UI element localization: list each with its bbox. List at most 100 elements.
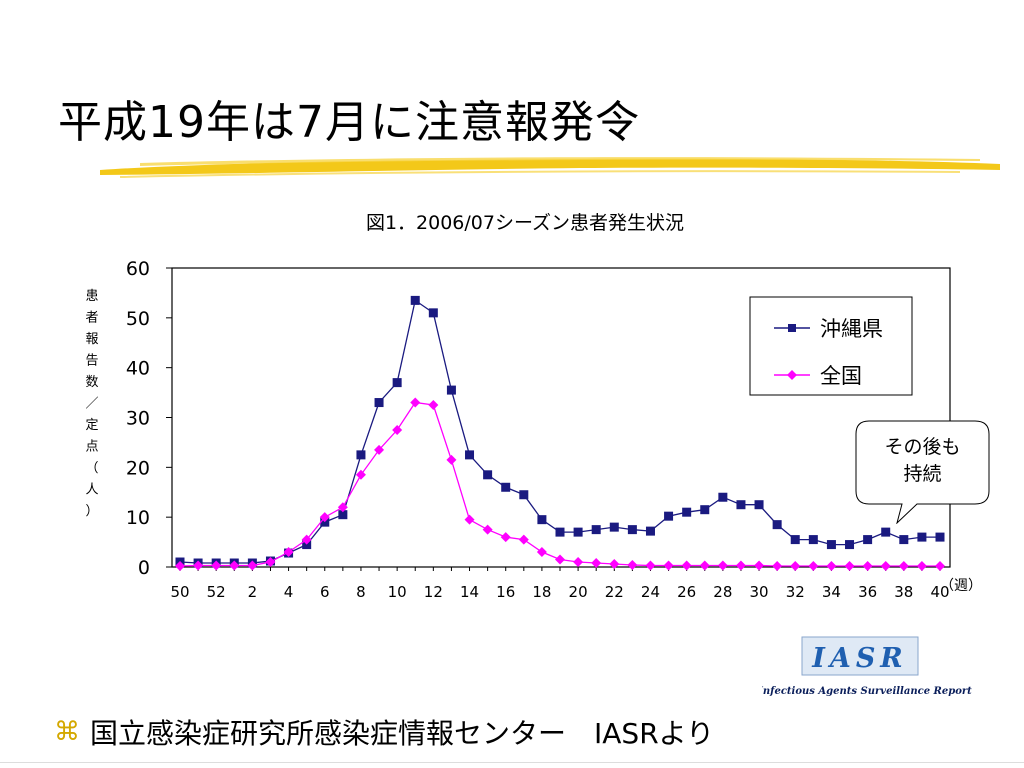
data-point-okinawa xyxy=(537,515,547,525)
data-point-okinawa xyxy=(465,450,475,460)
data-point-okinawa xyxy=(338,510,348,520)
data-point-national xyxy=(247,560,258,571)
x-tick-label: 2 xyxy=(248,583,258,601)
data-point-okinawa xyxy=(863,535,873,545)
series-layer xyxy=(175,295,945,572)
data-point-national xyxy=(301,534,312,545)
data-point-national xyxy=(609,559,620,570)
data-point-okinawa xyxy=(374,398,384,408)
legend-marker-national xyxy=(787,370,797,380)
legend-box xyxy=(749,296,913,396)
x-tick-label: 16 xyxy=(496,583,515,601)
data-point-national xyxy=(536,547,547,558)
data-point-national xyxy=(283,547,294,558)
x-tick-label: 22 xyxy=(605,583,624,601)
legend-label-okinawa: 沖縄県 xyxy=(820,317,883,341)
y-label-glyph: 者 xyxy=(85,311,98,326)
data-point-national xyxy=(518,534,529,545)
legend: 沖縄県 全国 xyxy=(749,296,913,396)
x-tick-label: 26 xyxy=(677,583,696,601)
y-tick-label: 60 xyxy=(126,258,150,280)
x-tick-label: 4 xyxy=(284,583,294,601)
x-tick-label: 38 xyxy=(894,583,913,601)
legend-label-national: 全国 xyxy=(820,364,862,388)
callout-shape xyxy=(855,420,990,524)
data-point-okinawa xyxy=(845,540,855,550)
x-tick-label: 52 xyxy=(207,583,226,601)
x-axis-label: （週） xyxy=(940,578,982,594)
data-point-okinawa xyxy=(627,525,637,535)
x-tick-label: 50 xyxy=(170,583,189,601)
y-label-glyph: 患 xyxy=(85,289,98,304)
data-point-national xyxy=(826,561,837,572)
data-point-okinawa xyxy=(754,500,764,510)
data-point-okinawa xyxy=(700,505,710,515)
data-point-national xyxy=(464,514,475,525)
underline-stroke xyxy=(100,158,1000,175)
data-point-okinawa xyxy=(790,535,800,545)
data-point-national xyxy=(555,554,565,565)
data-point-national xyxy=(645,560,656,571)
legend-marker-okinawa xyxy=(788,324,796,332)
data-point-okinawa xyxy=(573,527,583,537)
x-tick-label: 10 xyxy=(388,583,407,601)
footer-text: 国立感染症研究所感染症情報センター IASRより xyxy=(90,717,715,750)
x-tick-label: 18 xyxy=(532,583,551,601)
x-tick-label: 40 xyxy=(930,583,949,601)
data-point-national xyxy=(862,561,873,572)
data-point-national xyxy=(319,512,330,523)
data-point-national xyxy=(265,557,276,568)
y-tick-label: 20 xyxy=(126,457,150,479)
y-axis-ticks: 0 10 20 30 40 50 60 xyxy=(126,258,172,579)
data-point-national xyxy=(500,532,511,543)
data-point-okinawa xyxy=(664,511,674,521)
data-point-okinawa xyxy=(555,527,565,537)
data-point-okinawa xyxy=(428,308,438,318)
data-point-national xyxy=(754,560,765,571)
data-point-okinawa xyxy=(446,385,456,395)
data-point-national xyxy=(717,560,728,571)
data-point-okinawa xyxy=(682,507,692,517)
data-point-national xyxy=(410,397,421,408)
x-tick-label: 34 xyxy=(822,583,841,601)
data-point-national xyxy=(681,560,692,571)
callout-line-2: 持続 xyxy=(903,463,941,485)
y-tick-label: 10 xyxy=(126,507,150,529)
data-point-national xyxy=(935,561,945,572)
y-label-glyph: 告 xyxy=(85,354,98,369)
data-point-okinawa xyxy=(392,378,402,388)
y-label-glyph: 報 xyxy=(85,332,98,347)
x-tick-label: 8 xyxy=(356,583,366,601)
callout-bubble: その後も 持続 xyxy=(855,420,990,524)
iasr-logo: IASR Infectious Agents Surveillance Repo… xyxy=(762,636,972,697)
x-tick-label: 30 xyxy=(750,583,769,601)
y-label-glyph: （ xyxy=(85,461,98,476)
data-point-okinawa xyxy=(826,540,836,550)
underline-streak xyxy=(119,170,961,178)
data-point-okinawa xyxy=(591,525,601,535)
data-point-okinawa xyxy=(483,470,493,480)
data-point-national xyxy=(808,561,819,572)
data-point-national xyxy=(374,444,385,455)
title-underline-brush xyxy=(100,157,1000,178)
data-point-national xyxy=(627,560,638,571)
data-point-national xyxy=(175,561,185,572)
y-tick-label: 40 xyxy=(126,358,150,380)
data-point-national xyxy=(355,469,366,480)
callout-line-1: その後も xyxy=(884,436,960,458)
data-point-okinawa xyxy=(899,535,909,545)
data-point-national xyxy=(844,561,855,572)
x-axis-ticks: 50 52 2 4 6 8 10 12 14 16 18 20 22 24 26 28 30 32 34 36 38 40 xyxy=(170,567,950,601)
y-tick-label: 0 xyxy=(138,557,150,579)
y-label-glyph: 定 xyxy=(85,418,98,433)
data-point-okinawa xyxy=(935,532,945,542)
data-point-national xyxy=(880,561,891,572)
data-point-okinawa xyxy=(736,500,746,510)
data-point-okinawa xyxy=(501,482,511,492)
x-tick-label: 14 xyxy=(460,583,479,601)
y-label-glyph: 人 xyxy=(85,483,98,498)
data-point-national xyxy=(392,424,403,435)
y-label-glyph: ／ xyxy=(85,397,98,412)
data-point-national xyxy=(573,557,584,568)
